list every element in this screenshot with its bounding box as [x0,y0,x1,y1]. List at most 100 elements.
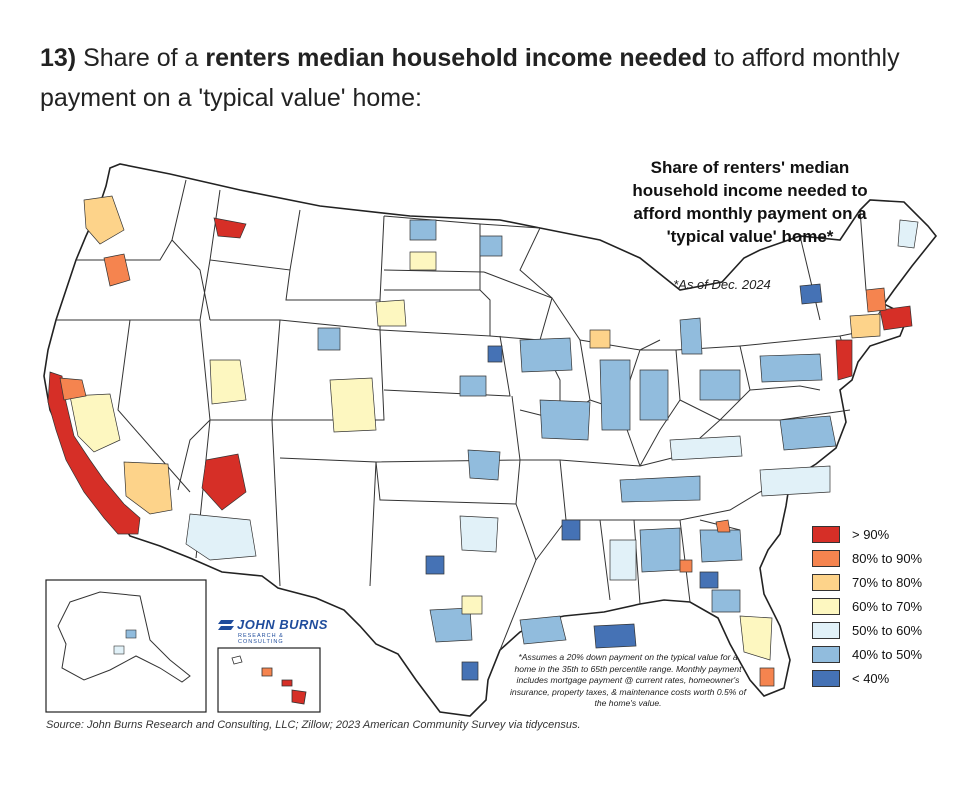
legend-swatch [812,645,840,663]
region-wy-40 [317,327,341,351]
region-ms-50 [609,539,637,581]
region-id-90 [213,217,247,239]
region-fl-60 [739,615,773,661]
legend-label: 70% to 80% [852,574,923,590]
region-tx-40-b [519,615,567,645]
legend-label: 80% to 90% [852,550,923,566]
legend-label: > 90% [852,526,890,542]
region-tx-40-a [429,607,473,643]
legend-swatch [812,549,840,567]
logo-tagline: RESEARCH & CONSULTING [238,633,284,645]
region-ne-70 [849,313,881,339]
hawaii-inset [217,647,321,713]
region-ca-80 [59,377,87,401]
region-ca-coast [47,371,141,535]
us-map [43,163,938,717]
map-as-of-note: *As of Dec. 2024 [673,277,771,292]
region-ne-80 [865,287,887,313]
region-tx-50-a [459,515,499,553]
region-fl-80 [759,667,775,687]
region-az-50 [185,513,257,561]
legend-item: > 90% [812,522,962,546]
region-mo-40 [539,399,591,441]
county-regions [47,195,919,687]
john-burns-logo: JOHN BURNS RESEARCH & CONSULTING [218,617,330,645]
legend-swatch [812,621,840,639]
footnote: *Assumes a 20% down payment on the typic… [510,652,746,709]
region-al-40 [639,527,681,573]
heading-number: 13) [40,44,77,72]
region-ga-40 [699,529,743,563]
region-co-60 [329,377,377,433]
region-mi-40 [679,317,703,355]
region-ga-lt40 [699,571,719,589]
legend-label: 40% to 50% [852,646,923,662]
region-nv-90 [201,453,247,511]
logo-name: JOHN BURNS [237,617,328,632]
region-ca-inland-70 [123,461,173,515]
region-ia-40 [519,337,573,373]
legend-item: 80% to 90% [812,546,962,570]
legend-label: 60% to 70% [852,598,923,614]
region-ks-40 [459,375,487,397]
legend-label: < 40% [852,670,890,686]
page-heading: 13) Share of a renters median household … [40,38,940,118]
legend-swatch [812,669,840,687]
region-ut-60 [209,359,247,405]
region-il-40 [599,359,631,431]
region-ne-90 [835,339,853,381]
region-wi-70 [589,329,611,349]
region-nc-50 [759,465,831,497]
region-ia-lt40 [487,345,503,363]
legend-label: 50% to 60% [852,622,923,638]
region-tx-lt40-a [425,555,445,575]
region-ny-40 [799,283,823,305]
region-sd-60 [375,299,407,327]
alaska-outline [57,591,191,683]
region-tx-60 [461,595,483,615]
region-wa-60 [83,195,125,245]
hawaii-kauai [231,655,243,665]
alaska-region-40 [125,629,137,639]
region-in-40 [639,369,669,421]
alaska-region-50 [113,645,125,655]
region-ga-80 [679,559,693,573]
logo-mark-icon [218,619,234,630]
region-tn-40 [619,475,701,503]
legend-swatch [812,597,840,615]
region-sc-80 [715,519,731,533]
hawaii-oahu [261,667,273,677]
legend-swatch [812,525,840,543]
legend-swatch [812,573,840,591]
region-ca-60 [69,393,121,453]
legend-item: 50% to 60% [812,618,962,642]
legend-item: 60% to 70% [812,594,962,618]
legend-item: < 40% [812,666,962,690]
hawaii-big-island [291,689,307,705]
map-title: Share of renters' median household incom… [632,158,868,246]
alaska-inset [45,579,207,713]
region-va-40 [779,415,837,451]
region-ar-lt40 [561,519,581,541]
region-pa-40 [759,353,823,383]
region-tx-lt40-b [461,661,479,681]
region-ky-50 [669,435,743,461]
region-la-lt40 [593,623,637,649]
legend: > 90% 80% to 90% 70% to 80% 60% to 70% 50% t… [812,522,962,690]
region-oh-40 [699,369,741,401]
heading-text-1: Share of a [76,44,206,72]
region-ma-90 [879,305,913,331]
map-figure: Share of renters' median household incom… [0,140,972,740]
region-or-80 [103,253,131,287]
heading-bold: renters median household income needed [205,44,707,72]
region-mn-40 [479,235,503,257]
legend-item: 40% to 50% [812,642,962,666]
region-nd-40 [409,219,437,241]
region-ok-40 [467,449,501,481]
region-fl-40 [711,589,741,613]
region-mt-60 [409,251,437,271]
region-me-50 [897,219,919,249]
legend-item: 70% to 80% [812,570,962,594]
hawaii-maui [281,679,293,687]
source-note: Source: John Burns Research and Consulti… [46,719,581,731]
